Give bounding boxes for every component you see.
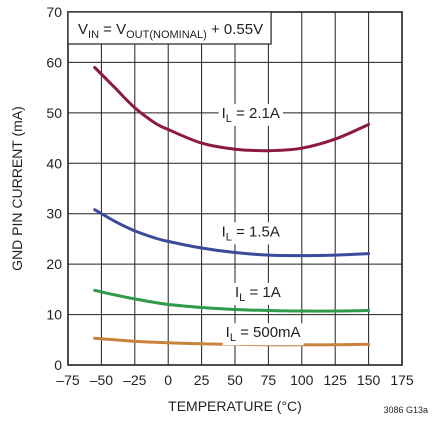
y-tick-label: 30 [46,206,62,222]
condition-part-2: = V [99,21,126,38]
x-tick-label: 75 [261,372,277,388]
series-label: IL = 1.5A [222,223,280,243]
series-line [93,208,371,258]
series-label-bg [222,323,304,346]
series-label-bg [218,222,283,245]
x-tick-label: 25 [194,372,210,388]
series-line [93,336,371,347]
y-tick-label: 70 [46,4,62,20]
condition-sub-2: OUT(NOMINAL) [126,29,207,41]
series-label: IL = 1A [235,284,281,304]
condition-part-1: V [78,21,88,38]
x-tick-label: 50 [227,372,243,388]
y-tick-label: 0 [54,357,62,373]
condition-box [67,11,272,45]
series-labels: IL = 2.1A IL = 1.5A IL = 1A IL = 500mA [218,103,304,346]
y-tick-label: 50 [46,105,62,121]
x-tick-label: 125 [324,372,348,388]
series-lines [93,66,371,347]
y-axis-label: GND PIN CURRENT (mA) [9,106,25,271]
x-axis-label: TEMPERATURE (°C) [168,398,302,414]
y-tick-label: 60 [46,54,62,70]
x-tick-label: 0 [164,372,172,388]
series-label-bg [218,103,283,126]
condition-sub-1: IN [88,29,99,41]
y-tick-label: 40 [46,155,62,171]
figure-note: 3086 G13a [383,405,428,415]
condition-label: VIN = VOUT(NOMINAL) + 0.55V [78,21,263,41]
y-tick-label: 20 [46,256,62,272]
series-label: IL = 500mA [226,324,301,344]
x-tick-label: 100 [290,372,314,388]
y-tick-label: 10 [46,307,62,323]
series-label-bg [232,282,284,305]
x-tick-labels: –75 –50 –25 0 25 50 75 100 125 150 175 [56,372,414,388]
y-tick-labels: 0 10 20 30 40 50 60 70 [46,4,62,373]
x-tick-label: 175 [390,372,414,388]
x-tick-label: –75 [56,372,80,388]
series-line [93,66,371,153]
x-tick-label: –25 [123,372,147,388]
x-tick-label: 150 [357,372,381,388]
series-line [93,288,371,313]
condition-part-3: + 0.55V [207,21,263,38]
x-tick-label: –50 [90,372,114,388]
series-label: IL = 2.1A [222,105,280,125]
